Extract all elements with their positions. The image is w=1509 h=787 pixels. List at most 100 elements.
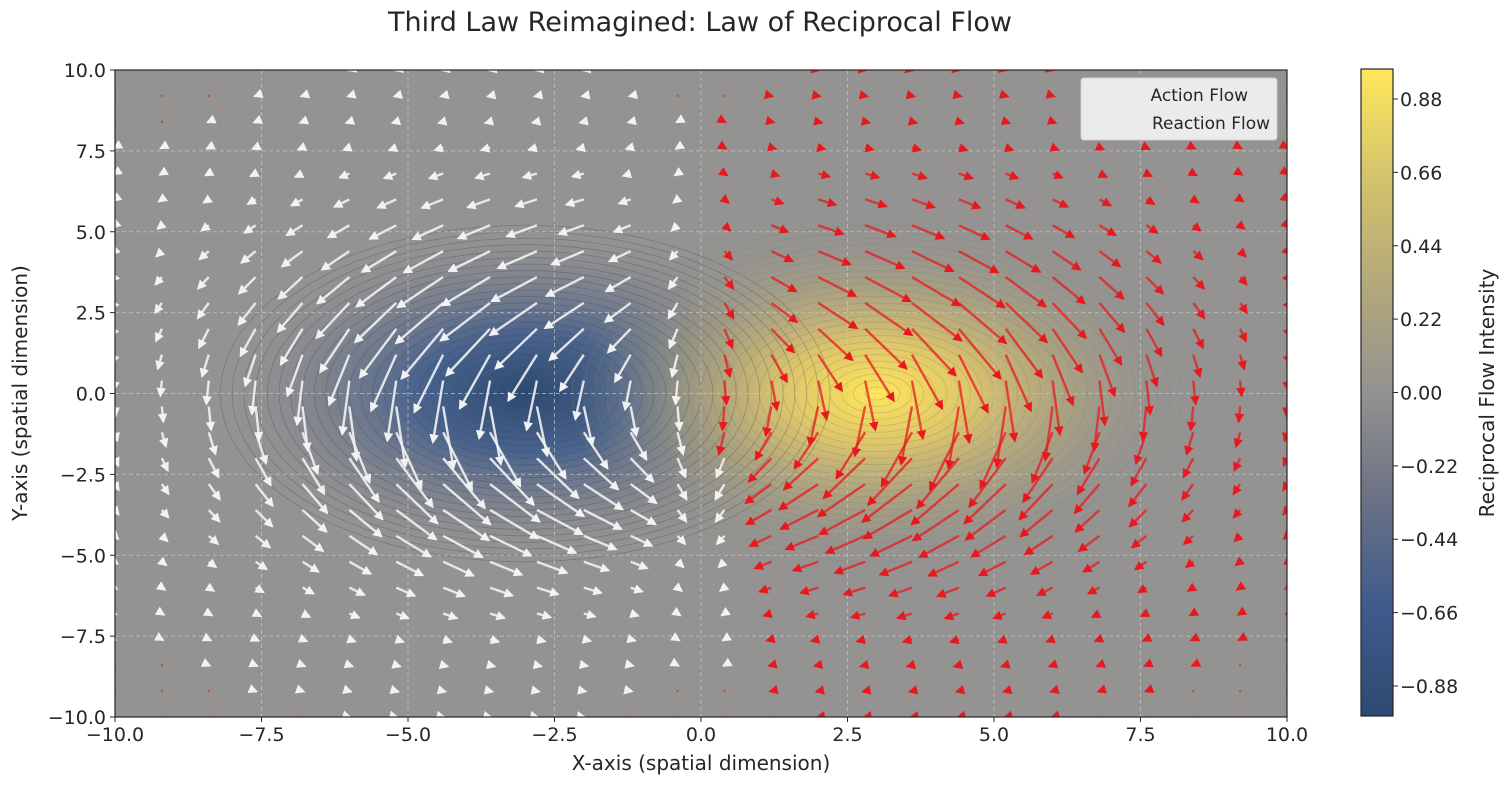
action-flow-arrow — [395, 560, 425, 577]
reaction-flow-arrow — [818, 508, 866, 536]
reaction-flow-arrow — [977, 560, 1007, 577]
reaction-flow-arrow — [864, 327, 908, 370]
reaction-flow-arrow — [1073, 483, 1101, 515]
action-flow-arrow — [630, 560, 649, 570]
action-flow-arrow — [489, 534, 533, 557]
action-flow-arrow — [617, 196, 632, 206]
colorbar-tick-label: −0.88 — [1400, 676, 1458, 698]
x-tick-label: 10.0 — [1266, 724, 1308, 746]
action-flow-arrow — [203, 167, 215, 177]
action-flow-arrow — [368, 224, 397, 240]
action-flow-arrow — [390, 116, 402, 126]
action-flow-arrow — [572, 380, 585, 422]
colorbar: 0.88 0.66 0.44 0.22 0.00 −0.22 −0.44 −0.66 −0.88… — [1360, 68, 1499, 717]
action-flow-arrow — [581, 634, 593, 644]
action-flow-arrow — [301, 457, 326, 496]
action-flow-arrow — [254, 584, 265, 594]
action-flow-arrow — [630, 508, 658, 526]
reaction-flow-arrow — [1144, 195, 1156, 205]
action-flow-arrow — [254, 483, 274, 508]
reaction-flow-arrow — [770, 301, 799, 323]
action-flow-arrow — [582, 406, 596, 447]
action-flow-arrow — [715, 534, 726, 546]
arrow-stub — [160, 94, 164, 98]
action-flow-arrow — [674, 558, 685, 569]
reaction-flow-arrow — [716, 140, 728, 150]
action-flow-arrow — [521, 170, 538, 180]
reaction-flow-arrow — [958, 276, 1006, 309]
reaction-flow-arrow — [1082, 560, 1101, 573]
reaction-flow-arrow — [1145, 328, 1163, 358]
action-flow-arrow — [243, 224, 257, 234]
reaction-flow-arrow — [1005, 170, 1020, 180]
action-flow-arrow — [536, 586, 560, 597]
action-flow-arrow — [527, 143, 538, 153]
action-flow-arrow — [530, 116, 542, 126]
reaction-flow-arrow — [1189, 632, 1201, 642]
reaction-flow-arrow — [782, 457, 820, 491]
action-flow-arrow — [583, 586, 603, 596]
action-flow-arrow — [442, 634, 453, 645]
reaction-flow-arrow — [1077, 534, 1101, 553]
reaction-flow-arrow — [770, 250, 795, 263]
contour-line — [735, 315, 1018, 472]
action-flow-arrow — [301, 560, 320, 573]
reaction-flow-arrow — [935, 586, 960, 598]
reaction-flow-arrow — [1237, 275, 1248, 286]
reaction-flow-arrow — [1128, 483, 1148, 508]
reaction-flow-arrow — [911, 508, 960, 542]
action-flow-arrow — [442, 611, 459, 621]
colorbar-tick-label: −0.44 — [1400, 529, 1458, 551]
action-flow-arrow — [207, 534, 220, 546]
action-flow-arrow — [626, 115, 637, 126]
reaction-flow-arrow — [1235, 581, 1247, 591]
action-flow-arrow — [159, 508, 170, 519]
reaction-flow-arrow — [864, 250, 906, 270]
reaction-flow-arrow — [1086, 585, 1101, 595]
action-flow-arrow — [489, 611, 507, 621]
reaction-flow-arrow — [911, 171, 929, 181]
action-flow-arrow — [298, 115, 310, 125]
reaction-flow-arrow — [1097, 169, 1109, 179]
action-flow-arrow — [536, 634, 547, 645]
action-flow-arrow — [676, 483, 688, 501]
arrow-stub — [723, 689, 726, 693]
action-flow-arrow — [402, 250, 444, 274]
action-flow-arrow — [621, 168, 633, 179]
action-flow-arrow — [473, 171, 491, 181]
x-axis-label: X-axis (spatial dimension) — [572, 751, 831, 775]
reaction-flow-arrow — [869, 534, 913, 557]
reaction-flow-arrow — [1004, 328, 1044, 379]
reaction-flow-arrow — [858, 659, 870, 670]
arrow-stub — [160, 120, 164, 123]
action-flow-arrow — [671, 380, 682, 406]
action-flow-arrow — [676, 534, 687, 546]
reaction-flow-arrow — [1133, 560, 1148, 571]
reaction-flow-arrow — [992, 610, 1007, 620]
action-flow-arrow — [280, 250, 304, 268]
y-tick-label: 0.0 — [76, 384, 106, 406]
x-axis-ticks: −10.0 −7.5 −5.0 −2.5 0.0 2.5 5.0 7.5 10.0 — [86, 717, 1308, 746]
reaction-flow-arrow — [747, 457, 773, 483]
action-flow-arrow — [160, 483, 170, 496]
action-flow-arrow — [252, 115, 264, 124]
reaction-flow-arrow — [817, 250, 852, 266]
action-flow-arrow — [603, 301, 632, 323]
reaction-flow-arrow — [927, 560, 960, 577]
arrow-stub — [1238, 664, 1242, 667]
reaction-flow-arrow — [1052, 198, 1070, 208]
reaction-flow-arrow — [1237, 632, 1249, 642]
reaction-flow-arrow — [949, 634, 960, 645]
reaction-flow-arrow — [770, 276, 798, 293]
legend-box — [1080, 77, 1278, 141]
action-flow-arrow — [550, 250, 585, 266]
action-flow-arrow — [557, 224, 585, 236]
x-tick-label: 5.0 — [979, 724, 1009, 746]
chart-title: Third Law Reimagined: Law of Reciprocal … — [387, 7, 1012, 38]
reaction-flow-arrow — [1190, 380, 1200, 406]
action-flow-arrow — [394, 634, 406, 644]
reaction-flow-arrow — [1098, 250, 1122, 268]
reaction-flow-arrow — [864, 143, 875, 153]
reaction-flow-arrow — [770, 354, 788, 384]
